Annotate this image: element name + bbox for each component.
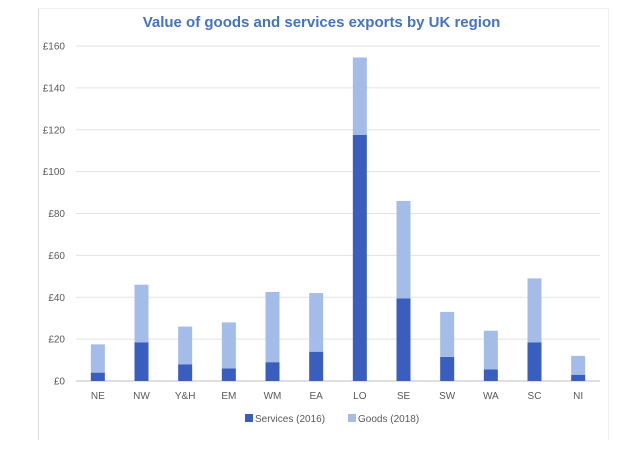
bar-services-nw — [134, 342, 149, 381]
bar-services-ne — [90, 372, 105, 381]
bar-services-ea — [309, 351, 324, 381]
y-tick-label: £140 — [43, 83, 66, 94]
bar-goods-wa — [483, 330, 498, 370]
y-tick-label: £120 — [43, 125, 66, 136]
y-axis-ticks: £0 £20 £40 £60 £80 £100 £120 £140 £160 — [43, 42, 66, 388]
bar-goods-sw — [440, 311, 455, 357]
x-axis-ticks: NE NW Y&H EM WM EA LO SE SW WA SC NI — [91, 391, 583, 402]
legend-swatch — [245, 414, 253, 422]
bar-services-em — [221, 368, 236, 381]
x-tick-label: WA — [483, 391, 499, 402]
x-tick-label: EM — [221, 391, 236, 402]
chart-title: Value of goods and services exports by U… — [142, 14, 501, 31]
bar-services-sc — [527, 342, 542, 381]
y-tick-label: £100 — [43, 167, 66, 178]
x-tick-label: Y&H — [175, 391, 196, 402]
bar-goods-lo — [352, 57, 367, 135]
x-tick-label: SE — [397, 391, 411, 402]
x-tick-label: LO — [353, 391, 367, 402]
legend-swatch — [348, 414, 356, 422]
gridlines — [76, 45, 600, 382]
bar-services-se — [396, 298, 411, 381]
legend: Services (2016) Goods (2018) — [245, 414, 419, 425]
y-tick-label: £40 — [48, 293, 65, 304]
x-tick-label: WM — [264, 391, 282, 402]
bar-services-lo — [352, 134, 367, 381]
x-tick-label: EA — [309, 391, 323, 402]
y-tick-label: £60 — [48, 251, 65, 262]
bar-goods-yh — [178, 326, 193, 365]
bars — [90, 57, 586, 381]
bar-goods-se — [396, 200, 411, 299]
legend-label: Goods (2018) — [358, 414, 419, 425]
y-tick-label: £20 — [48, 335, 65, 346]
bar-services-sw — [440, 356, 455, 381]
x-tick-label: NW — [133, 391, 150, 402]
legend-label: Services (2016) — [255, 414, 325, 425]
bar-goods-sc — [527, 278, 542, 343]
y-tick-label: £80 — [48, 209, 65, 220]
bar-services-ni — [571, 374, 586, 381]
y-tick-label: £0 — [54, 377, 66, 388]
x-tick-label: SC — [528, 391, 542, 402]
bar-services-wm — [265, 362, 280, 381]
bar-goods-wm — [265, 292, 280, 363]
chart-area — [38, 8, 609, 440]
x-tick-label: NI — [573, 391, 583, 402]
bar-services-wa — [483, 369, 498, 381]
bar-goods-ni — [571, 355, 586, 375]
x-tick-label: SW — [439, 391, 456, 402]
bar-goods-ea — [309, 293, 324, 352]
bar-services-yh — [178, 364, 193, 381]
x-tick-label: NE — [91, 391, 105, 402]
bar-goods-em — [221, 322, 236, 369]
y-tick-label: £160 — [43, 42, 66, 53]
bar-goods-ne — [90, 344, 105, 373]
bar-goods-nw — [134, 284, 149, 343]
